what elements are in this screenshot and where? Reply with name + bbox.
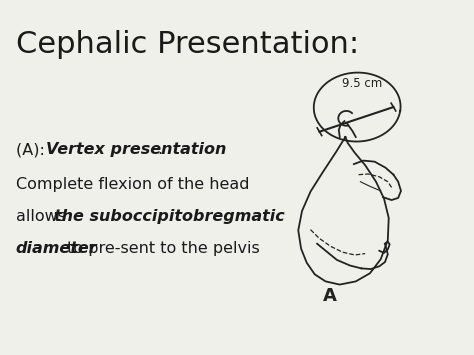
Text: A: A [323,287,337,305]
Text: 9.5 cm: 9.5 cm [342,77,382,90]
Text: Cephalic Presentation:: Cephalic Presentation: [16,29,359,59]
Text: diameter: diameter [16,241,97,256]
Text: Complete flexion of the head: Complete flexion of the head [16,178,249,192]
Text: .: . [157,142,162,157]
Text: the suboccipitobregmatic: the suboccipitobregmatic [54,209,285,224]
Text: allows: allows [16,209,71,224]
Text: (A):: (A): [16,142,49,157]
Text: to pre-sent to the pelvis: to pre-sent to the pelvis [62,241,259,256]
Text: Vertex presentation: Vertex presentation [46,142,227,157]
